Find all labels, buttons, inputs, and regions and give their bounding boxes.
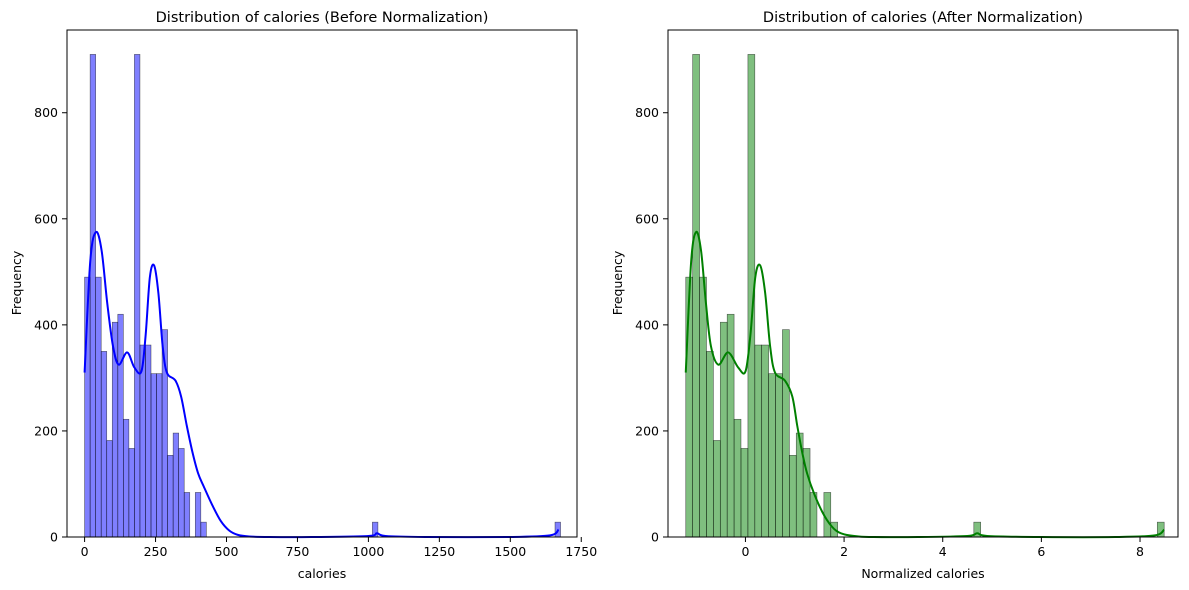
histogram-bars: [685, 54, 1165, 538]
histogram-bar: [706, 351, 714, 538]
x-tick-label: 250: [144, 544, 168, 559]
y-axis-ticks: 0 200 400 600 800: [34, 105, 67, 545]
y-tick-label: 600: [635, 211, 659, 226]
histogram-bar: [89, 54, 96, 538]
kde-curve: [83, 230, 560, 539]
histogram-bar: [156, 373, 163, 538]
chart-after-normalization: Distribution of calories (After Normaliz…: [610, 10, 1179, 581]
histogram-bar: [178, 448, 185, 538]
y-tick-label: 200: [34, 423, 58, 438]
histogram-bar: [145, 344, 152, 538]
histogram-bar: [754, 344, 763, 538]
y-tick-label: 400: [34, 317, 58, 332]
chart-title: Distribution of calories (Before Normali…: [156, 10, 489, 26]
x-tick-label: 0: [81, 544, 89, 559]
x-tick-label: 4: [939, 544, 947, 559]
x-axis-label: calories: [298, 566, 346, 581]
x-axis-label: Normalized calories: [861, 566, 984, 581]
x-tick-label: 1750: [565, 544, 597, 559]
histogram-bar: [740, 448, 749, 538]
y-tick-label: 800: [635, 105, 659, 120]
histogram-bar: [768, 373, 776, 538]
x-tick-label: 750: [286, 544, 310, 559]
histogram-bar: [775, 373, 783, 538]
kde-curve: [684, 230, 1165, 539]
y-tick-label: 200: [635, 423, 659, 438]
histogram-bar: [172, 432, 179, 538]
x-tick-label: 1250: [423, 544, 455, 559]
x-tick-label: 2: [840, 544, 848, 559]
x-tick-label: 6: [1037, 544, 1045, 559]
x-tick-label: 0: [741, 544, 749, 559]
y-tick-label: 0: [50, 530, 58, 545]
histogram-bar: [117, 313, 124, 538]
plot-frame: [667, 29, 1179, 538]
x-tick-label: 1500: [494, 544, 526, 559]
y-axis-label: Frequency: [610, 250, 625, 315]
histogram-bar: [699, 276, 707, 538]
x-tick-label: 8: [1136, 544, 1144, 559]
y-tick-label: 800: [34, 105, 58, 120]
y-tick-label: 600: [34, 211, 58, 226]
histogram-bar: [713, 440, 721, 538]
y-tick-label: 400: [635, 317, 659, 332]
y-tick-label: 0: [651, 530, 659, 545]
x-tick-label: 1000: [352, 544, 384, 559]
x-axis-ticks: 0 250 500 750 1000 1250 1500 1750: [81, 537, 597, 559]
histogram-bar: [95, 276, 102, 538]
histogram-bar: [194, 492, 202, 538]
y-axis-ticks: 0 200 400 600 800: [635, 105, 668, 545]
x-axis-ticks: 0 2 4 6 8: [741, 537, 1144, 559]
histogram-bar: [106, 440, 113, 538]
histogram-bar: [100, 351, 108, 538]
histogram-bar: [200, 521, 207, 538]
histogram-bar: [183, 492, 191, 538]
histogram-bar: [726, 313, 735, 538]
y-axis-label: Frequency: [9, 250, 24, 315]
histogram-bar: [134, 54, 141, 538]
histogram-bar: [150, 373, 157, 538]
histogram-bar: [782, 329, 790, 538]
x-tick-label: 500: [215, 544, 239, 559]
histogram-bar: [123, 418, 130, 538]
histogram-bar: [789, 455, 797, 538]
plot-frame: [66, 29, 578, 538]
histogram-bar: [733, 418, 742, 538]
histogram-bar: [692, 54, 700, 538]
histogram-bar: [761, 344, 769, 538]
chart-before-normalization: Distribution of calories (Before Normali…: [9, 10, 597, 581]
chart-title: Distribution of calories (After Normaliz…: [763, 10, 1083, 26]
histogram-bar: [128, 448, 135, 538]
histogram-bar: [167, 455, 174, 538]
